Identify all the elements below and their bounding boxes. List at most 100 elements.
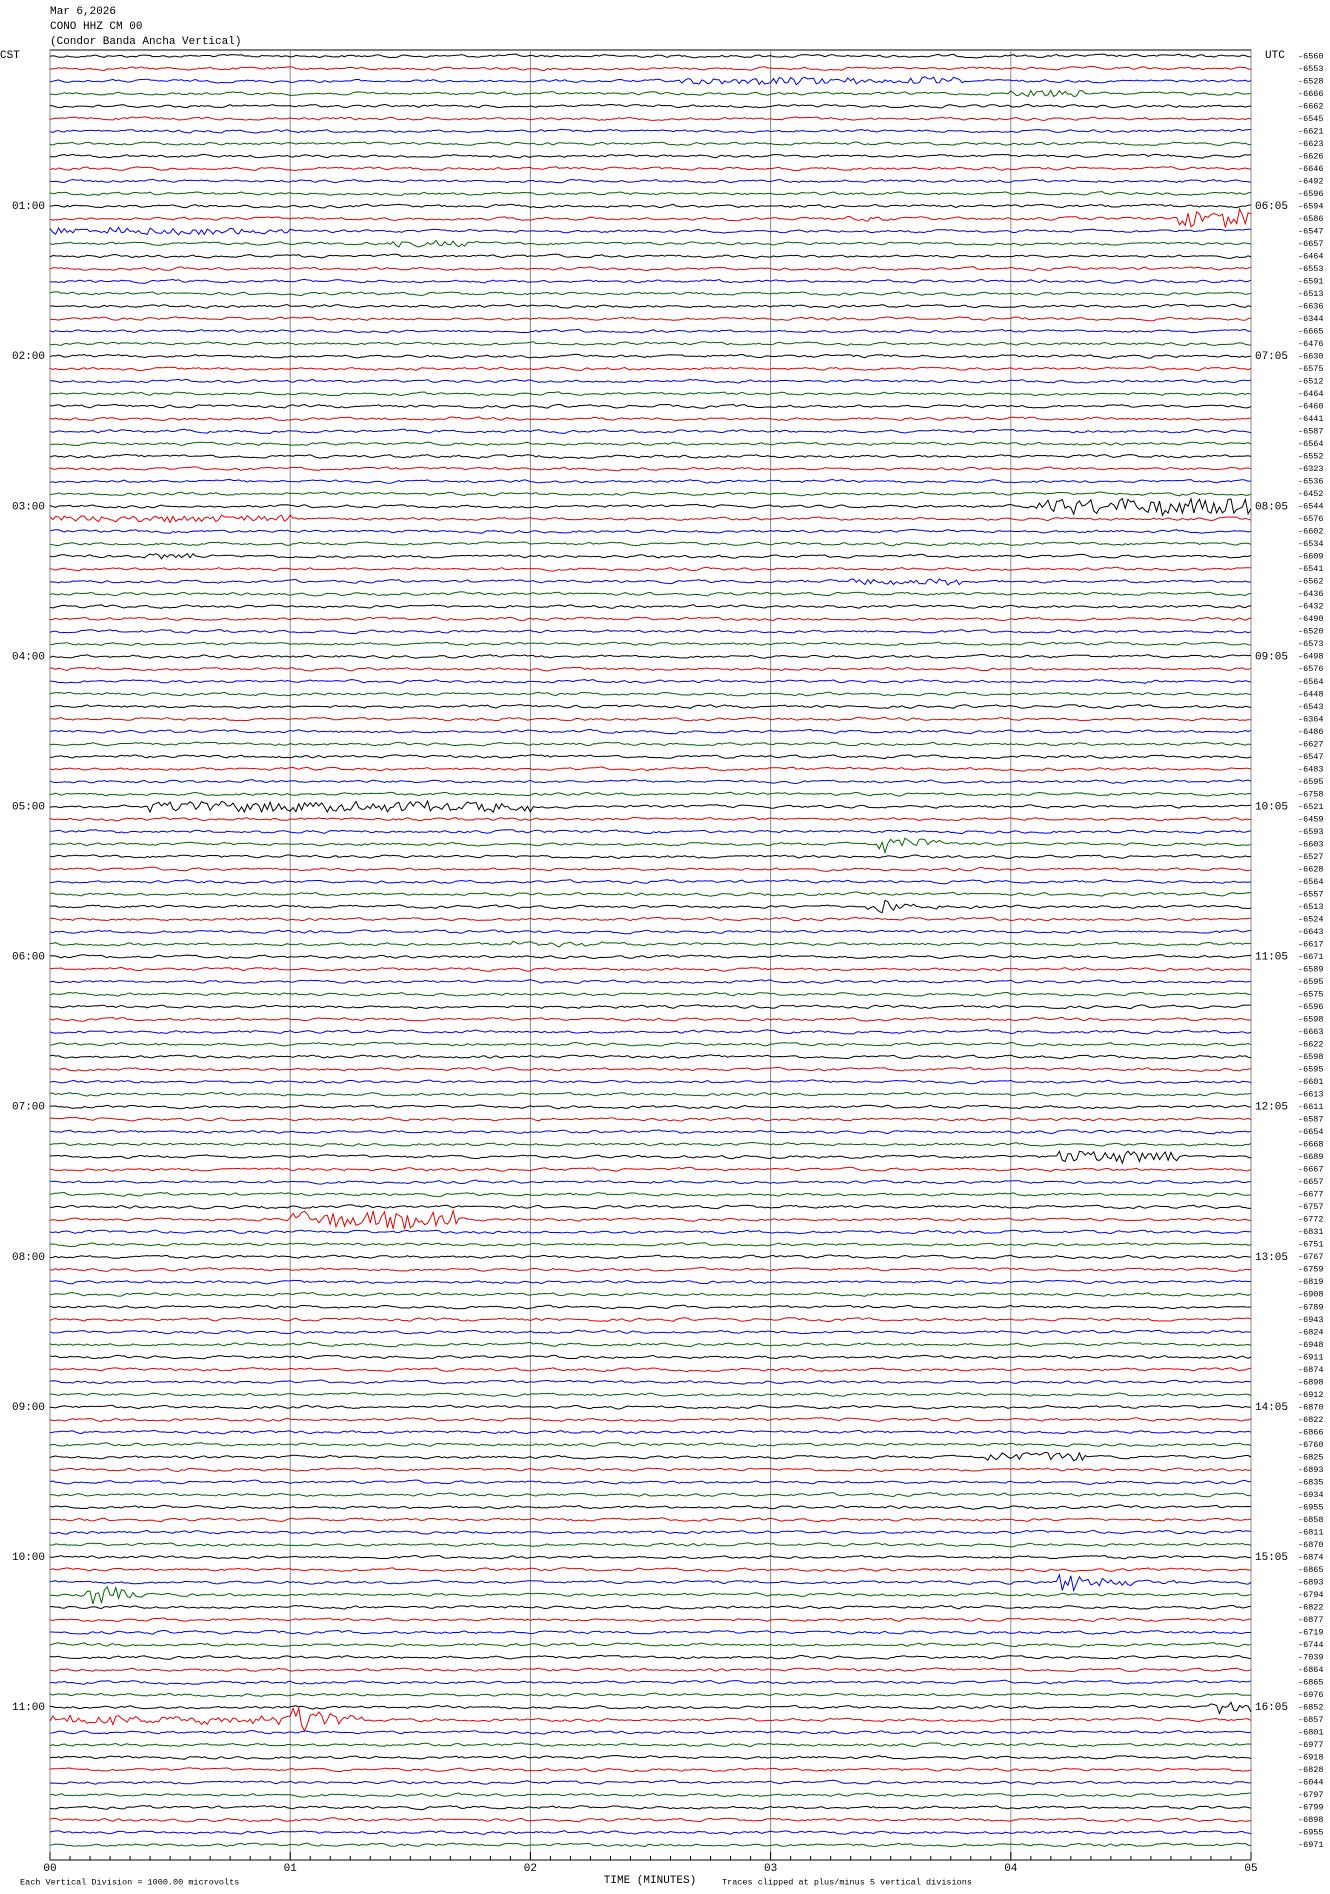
trace [49,591,1252,597]
trace [49,1379,1252,1385]
trace [49,1529,1252,1535]
left-hour-label: 08:00 [12,1252,45,1264]
trace-offset-label: -6498 [1298,652,1324,662]
left-hour-label: 11:00 [12,1702,45,1714]
trace [49,766,1252,772]
right-hour-label: 09:05 [1255,651,1288,663]
trace-offset-label: -6595 [1298,1065,1324,1075]
trace-offset-label: -6527 [1298,852,1324,862]
trace [49,353,1252,359]
trace-offset-label: -6575 [1298,990,1324,1000]
trace-offset-label: -6560 [1298,51,1324,61]
trace [49,566,1251,572]
trace [49,1291,1252,1297]
trace-offset-label: -6323 [1298,464,1324,474]
trace [49,203,1252,209]
trace [49,691,1252,697]
trace [49,1404,1251,1410]
trace-offset-label: -6789 [1298,1302,1324,1312]
trace-offset-label: -6874 [1298,1552,1324,1562]
trace [50,1104,1252,1110]
trace [49,1754,1252,1760]
trace-offset-label: -6865 [1298,1678,1324,1688]
trace-offset-label: -6677 [1298,1190,1324,1200]
right-hour-label: 11:05 [1255,952,1288,964]
trace-offset-label: -6977 [1298,1740,1324,1750]
trace [49,1492,1252,1498]
trace-offset-label: -6596 [1298,1002,1324,1012]
trace [49,403,1252,409]
trace [49,466,1252,472]
trace [49,378,1252,384]
trace-offset-label: -6513 [1298,902,1324,912]
trace [49,1729,1252,1735]
right-hour-label: 14:05 [1255,1402,1288,1414]
footer-right: Traces clipped at plus/minus 5 vertical … [722,1877,972,1887]
trace [49,1667,1252,1673]
trace-offset-label: -6857 [1298,1715,1324,1725]
trace-offset-label: -6364 [1298,714,1324,724]
trace [49,837,1252,855]
left-axis-label: CST [0,50,20,62]
trace-offset-label: -6552 [1298,452,1324,462]
trace-offset-label: -6452 [1298,489,1324,499]
left-hour-label: 10:00 [12,1552,45,1564]
trace-offset-label: -6564 [1298,877,1324,887]
trace-offset-label: -6593 [1298,827,1324,837]
left-hour-label: 04:00 [12,651,45,663]
trace [49,116,1252,121]
trace [49,1150,1252,1165]
trace-offset-label: -6589 [1298,964,1324,974]
trace-offset-label: -6623 [1298,139,1324,149]
trace-offset-label: -6596 [1298,189,1324,199]
trace-offset-label: -6667 [1298,1165,1324,1175]
trace [49,716,1251,722]
trace-offset-label: -6476 [1298,339,1324,349]
trace-offset-label: -7039 [1298,1653,1324,1663]
trace-offset-label: -6865 [1298,1565,1324,1575]
trace [49,1191,1252,1198]
trace [49,416,1251,422]
trace-offset-label: -6866 [1298,1427,1324,1437]
trace [49,366,1252,372]
trace [49,53,1252,59]
trace-offset-label: -6512 [1298,377,1324,387]
trace [49,141,1252,146]
trace [49,704,1252,710]
trace [49,666,1252,672]
trace-offset-label: -6595 [1298,977,1324,987]
trace [49,1701,1252,1715]
trace-offset-label: -6628 [1298,864,1324,874]
trace [49,1542,1252,1548]
trace [49,578,1252,586]
trace-offset-label: -6870 [1298,1402,1324,1412]
left-hour-label: 07:00 [12,1102,45,1114]
trace-offset-label: -6794 [1298,1590,1324,1600]
trace-offset-label: -6586 [1298,214,1324,224]
trace [49,1204,1252,1210]
trace [49,497,1252,517]
trace [49,428,1252,435]
trace-offset-label: -6591 [1298,276,1324,286]
trace [49,491,1252,497]
trace [49,1229,1252,1235]
trace-offset-label: -6344 [1298,314,1324,324]
trace-offset-label: -6587 [1298,427,1324,437]
trace-offset-label: -6772 [1298,1215,1324,1225]
trace-offset-label: -6758 [1298,789,1324,799]
trace [49,1091,1252,1097]
trace [49,1317,1252,1323]
trace [49,278,1252,284]
trace-offset-label: -6934 [1298,1490,1324,1500]
trace [49,1617,1251,1623]
x-tick-label: 01 [284,1863,298,1875]
trace [50,1367,1252,1373]
left-hour-label: 02:00 [12,351,45,363]
trace-offset-label: -6513 [1298,289,1324,299]
trace-offset-label: -6545 [1298,114,1324,124]
trace [49,728,1252,735]
trace [49,929,1252,935]
trace-offset-label: -6943 [1298,1315,1324,1325]
trace [49,741,1252,747]
